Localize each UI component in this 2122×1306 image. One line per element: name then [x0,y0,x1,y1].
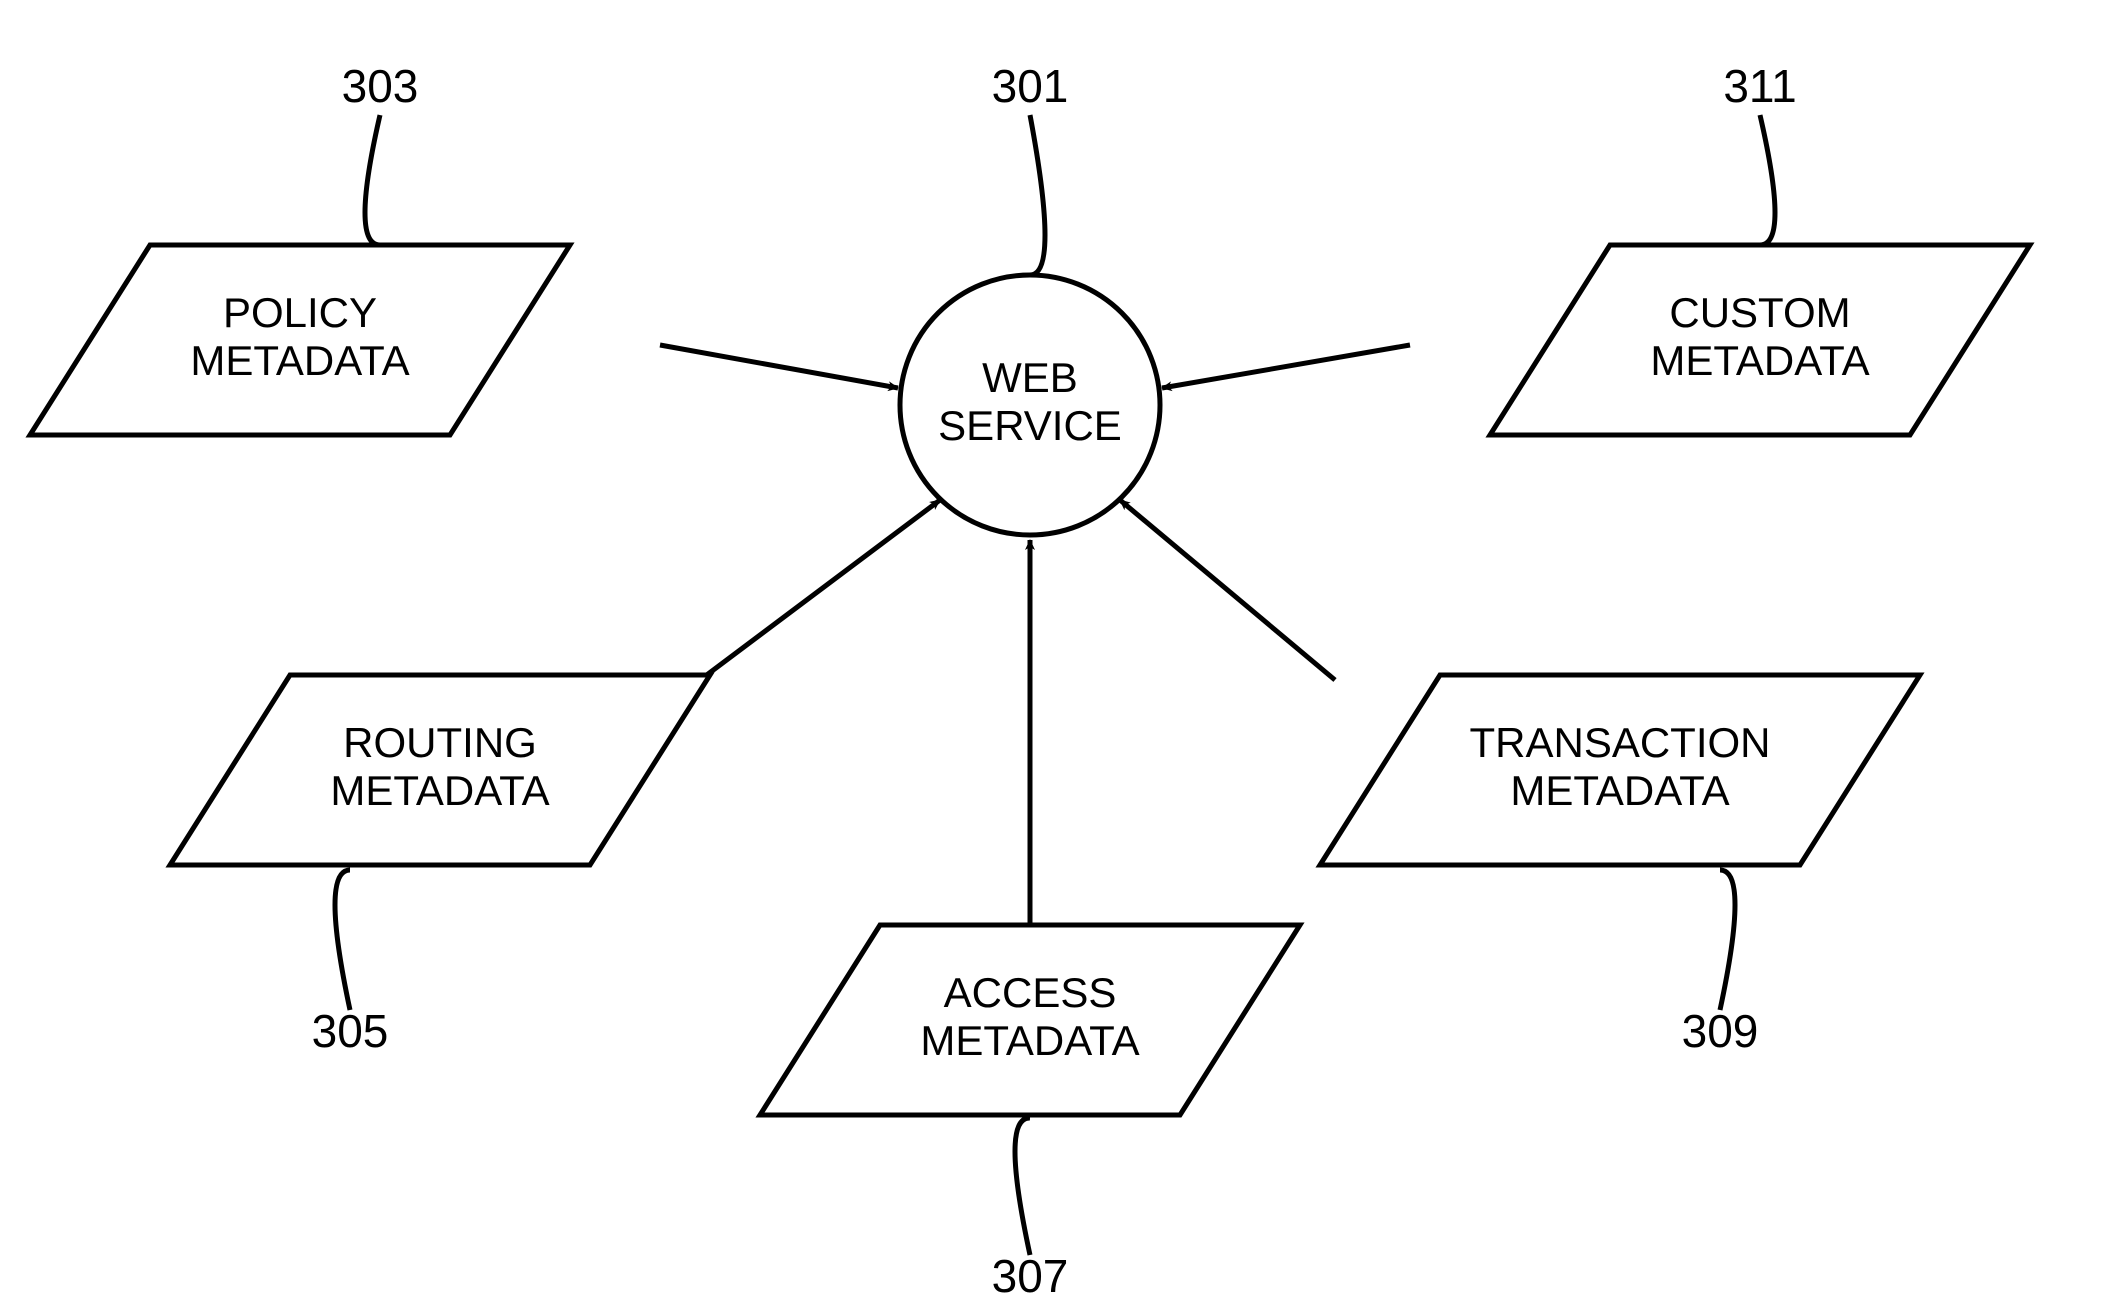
diagram-canvas: WEBSERVICE301POLICYMETADATA303CUSTOMMETA… [0,0,2122,1306]
edge-arrow [1162,345,1410,388]
routing-metadata-label: METADATA [330,767,549,814]
custom-metadata-label: METADATA [1650,337,1869,384]
edge-arrow [660,345,898,388]
leader-line [1760,115,1775,245]
transaction-metadata-label: TRANSACTION [1469,719,1770,766]
center-label: SERVICE [938,402,1122,449]
leader-line [335,870,350,1010]
policy-metadata-label: POLICY [223,289,377,336]
ref-number: 309 [1682,1005,1759,1057]
leader-line [1720,870,1735,1010]
ref-number: 303 [342,60,419,112]
leader-line [365,115,380,245]
access-metadata-label: METADATA [920,1017,1139,1064]
ref-number: 307 [992,1250,1069,1302]
policy-metadata-label: METADATA [190,337,409,384]
ref-number: 305 [312,1005,389,1057]
ref-number: 301 [992,60,1069,112]
leader-line [1015,1118,1030,1255]
leader-line [1030,115,1045,275]
edge-arrow [700,500,940,680]
ref-number: 311 [1723,60,1796,112]
custom-metadata-label: CUSTOM [1669,289,1850,336]
routing-metadata-label: ROUTING [343,719,537,766]
center-label: WEB [982,354,1078,401]
edge-arrow [1120,500,1335,680]
transaction-metadata-label: METADATA [1510,767,1729,814]
access-metadata-label: ACCESS [944,969,1117,1016]
